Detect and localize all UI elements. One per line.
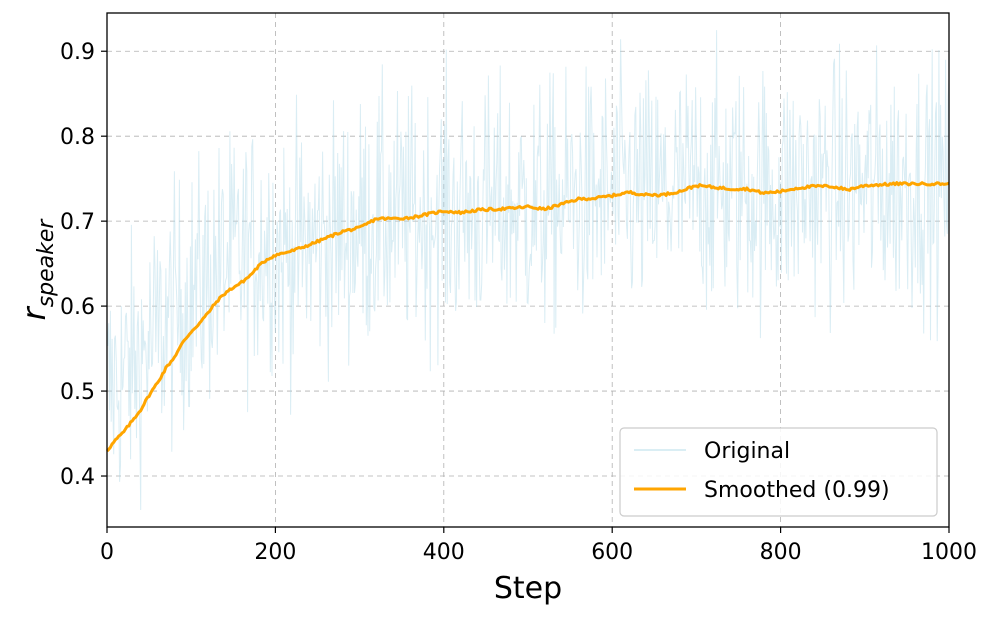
legend-label-smoothed: Smoothed (0.99) — [704, 478, 890, 503]
y-tick-label-5: 0.9 — [60, 40, 95, 65]
x-axis-title: Step — [494, 571, 562, 606]
x-tick-label-4: 800 — [760, 540, 802, 565]
x-tick-label-2: 400 — [423, 540, 465, 565]
y-axis-title: rspeaker — [15, 218, 59, 321]
y-tick-label-1: 0.5 — [60, 380, 95, 405]
y-tick-label-2: 0.6 — [60, 295, 95, 320]
x-tick-label-3: 600 — [591, 540, 633, 565]
y-axis-title-main: r — [15, 305, 53, 320]
smoothed-line — [105, 181, 950, 453]
legend-label-original: Original — [704, 439, 790, 464]
y-axis: 0.4 0.5 0.6 0.7 0.8 0.9 — [60, 40, 107, 490]
x-tick-label-0: 0 — [100, 540, 114, 565]
x-tick-label-5: 1000 — [921, 540, 977, 565]
original-line — [106, 30, 950, 511]
x-tick-label-1: 200 — [254, 540, 296, 565]
plot-frame — [106, 12, 950, 528]
y-tick-label-0: 0.4 — [60, 465, 95, 490]
series-smoothed — [105, 181, 950, 453]
y-axis-title-sub: speaker — [34, 218, 59, 308]
y-tick-label-3: 0.7 — [60, 210, 95, 235]
legend: Original Smoothed (0.99) — [619, 427, 938, 517]
legend-box — [619, 427, 938, 517]
series-original — [106, 30, 950, 511]
x-axis: 0 200 400 600 800 1000 — [100, 527, 977, 565]
y-tick-label-4: 0.8 — [60, 125, 95, 150]
